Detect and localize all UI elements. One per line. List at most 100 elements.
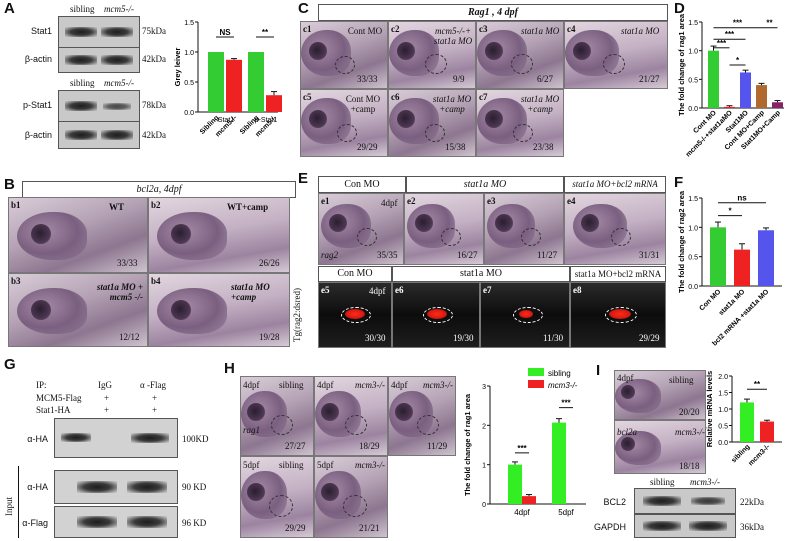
panel-label-g: G bbox=[4, 356, 16, 373]
ip-row-stat1: Stat1-HA bbox=[36, 405, 71, 415]
e-side-label: Tg(rag2:dsred) bbox=[292, 288, 302, 342]
image-condition: stat1a MO +camp bbox=[520, 94, 560, 114]
legend-label: mcm3-/- bbox=[548, 381, 578, 390]
group-label: Stat1 bbox=[218, 117, 234, 124]
kd-input-ha: 90 KD bbox=[182, 482, 207, 492]
e-header-stat1a-mo-2: stat1a MO bbox=[392, 266, 570, 282]
image-id: c3 bbox=[479, 24, 488, 34]
y-axis-title: Relative mRNA levels bbox=[706, 371, 714, 447]
bar bbox=[226, 59, 242, 112]
bar bbox=[740, 402, 754, 442]
significance-label: * bbox=[736, 56, 740, 65]
image-count: 6/27 bbox=[537, 74, 554, 84]
legend-swatch bbox=[528, 380, 544, 388]
bar bbox=[760, 421, 774, 442]
y-tick-label: 1.0 bbox=[688, 225, 698, 232]
y-tick-label: 0.5 bbox=[184, 80, 194, 87]
blot-label-input-ha: α-HA bbox=[27, 482, 48, 492]
image-count: 19/30 bbox=[453, 333, 474, 343]
bar bbox=[772, 102, 783, 108]
bar bbox=[740, 72, 751, 108]
y-axis-title: The fold change of rag1 area bbox=[463, 393, 472, 496]
image-count: 18/29 bbox=[359, 441, 380, 451]
image-e1: e1 4dpf rag2 35/35 bbox=[318, 193, 404, 265]
image-b3: b3 stat1a MO + mcm5 -/- 12/12 bbox=[8, 273, 148, 347]
image-count: 35/35 bbox=[377, 250, 398, 260]
ip-col-igg: IgG bbox=[98, 380, 112, 390]
image-genotype: sibling bbox=[669, 375, 694, 385]
image-count: 12/12 bbox=[119, 332, 140, 342]
y-tick-label: 1.0 bbox=[688, 49, 698, 56]
bar bbox=[248, 52, 264, 112]
y-tick-label: 2 bbox=[482, 423, 486, 430]
image-stage: 4dpf bbox=[617, 373, 634, 383]
image-b2: b2 WT+camp 26/26 bbox=[148, 197, 290, 273]
y-tick-label: 1.5 bbox=[688, 196, 698, 203]
bar bbox=[522, 496, 536, 504]
significance-label: ** bbox=[262, 28, 269, 37]
panel-label-c: C bbox=[298, 0, 309, 17]
image-id: e8 bbox=[573, 285, 582, 295]
image-id: c2 bbox=[391, 24, 400, 34]
image-probe: rag1 bbox=[243, 425, 261, 435]
kd-stat1: 75kDa bbox=[142, 26, 166, 36]
image-c5: c5 Cont MO +camp 29/29 bbox=[300, 89, 388, 157]
x-tick-label: 4dpf bbox=[514, 508, 530, 517]
kd-pstat1: 78kDa bbox=[142, 100, 166, 110]
y-tick-label: 0.0 bbox=[184, 110, 194, 117]
bar bbox=[756, 85, 767, 108]
y-tick-label: 0.0 bbox=[688, 284, 698, 291]
significance-label: ** bbox=[766, 19, 773, 28]
y-tick-label: 3 bbox=[482, 384, 486, 391]
image-count: 29/29 bbox=[639, 333, 660, 343]
image-genotype: sibling bbox=[279, 380, 304, 390]
y-axis-title: The fold change of rag1 area bbox=[677, 13, 686, 116]
bar bbox=[708, 50, 719, 108]
bar bbox=[266, 95, 282, 112]
image-c3: c3 stat1a MO 6/27 bbox=[476, 21, 564, 89]
image-condition: WT bbox=[109, 202, 125, 212]
image-e8: e8 29/29 bbox=[570, 282, 666, 348]
image-condition: stat1a MO +camp bbox=[231, 282, 270, 302]
image-condition: WT+camp bbox=[227, 202, 269, 212]
blot-ip-ha bbox=[54, 418, 178, 458]
image-count: 11/27 bbox=[537, 250, 558, 260]
image-count: 19/28 bbox=[259, 332, 280, 342]
significance-label: ns bbox=[737, 194, 747, 203]
image-e3: e3 11/27 bbox=[484, 193, 564, 265]
image-count: 21/21 bbox=[359, 523, 380, 533]
image-id: c5 bbox=[303, 92, 312, 102]
bar bbox=[758, 230, 774, 286]
image-e5: e5 4dpf 30/30 bbox=[318, 282, 392, 348]
sign: + bbox=[104, 405, 110, 415]
panel-label-f: F bbox=[674, 174, 684, 191]
bar bbox=[724, 106, 735, 108]
image-id: b2 bbox=[151, 200, 161, 210]
input-bracket: Input bbox=[4, 466, 19, 538]
image-e7: e7 11/30 bbox=[480, 282, 570, 348]
image-count: 29/29 bbox=[285, 523, 306, 533]
image-condition: Cont MO bbox=[347, 26, 383, 36]
y-tick-label: 2.0 bbox=[718, 374, 728, 381]
blot-label-stat1: Stat1 bbox=[30, 26, 52, 36]
col-header-sibling: sibling bbox=[70, 4, 95, 14]
y-tick-label: 0.5 bbox=[718, 424, 728, 431]
y-axis-title: Grey leiver bbox=[173, 48, 182, 87]
image-id: c6 bbox=[391, 92, 400, 102]
image-count: 31/31 bbox=[639, 250, 660, 260]
image-condition: stat1a MO +camp bbox=[432, 94, 472, 114]
y-axis-title: The fold change of rag2 area bbox=[677, 190, 686, 293]
image-stage: 4dpf bbox=[381, 198, 398, 208]
image-h5: 5dpf mcm3-/- 21/21 bbox=[314, 456, 388, 538]
image-count: 11/30 bbox=[543, 333, 564, 343]
image-id: b1 bbox=[11, 200, 21, 210]
image-count: 33/33 bbox=[117, 258, 138, 268]
blot-bcl2 bbox=[634, 488, 736, 514]
image-id: b3 bbox=[11, 276, 21, 286]
image-stage: 5dpf bbox=[243, 460, 260, 470]
panel-b-title: bcl2a, 4dpf bbox=[22, 181, 296, 198]
image-count: 9/9 bbox=[453, 74, 465, 84]
panel-label-e: E bbox=[298, 170, 309, 187]
